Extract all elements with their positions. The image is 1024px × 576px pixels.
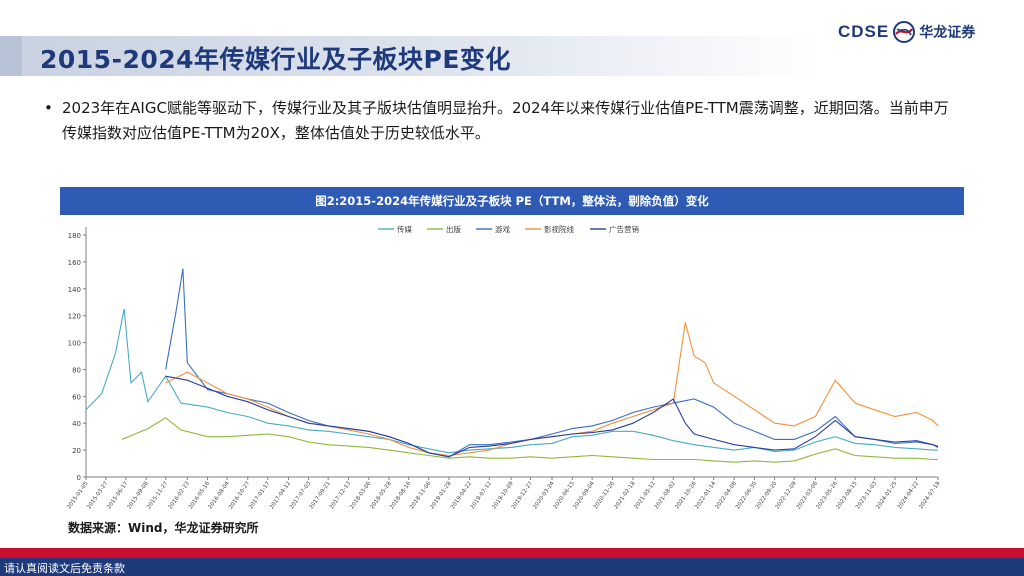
x-tick-label: 2022-01-14 (694, 480, 718, 510)
y-tick-label: 80 (72, 366, 81, 374)
pe-line-chart: 0204060801001201401601802015-01-052015-0… (66, 224, 942, 511)
y-tick-label: 180 (68, 232, 81, 240)
company-logo: CDSE 华龙证券 (838, 18, 975, 46)
y-tick-label: 20 (72, 447, 81, 455)
y-tick-label: 120 (68, 313, 81, 321)
x-tick-label: 2017-09-21 (309, 481, 332, 511)
x-tick-label: 2015-11-27 (146, 480, 170, 510)
y-tick-label: 40 (72, 420, 81, 428)
legend-label: 广告营销 (609, 224, 639, 234)
legend-label: 出版 (446, 224, 461, 234)
title-band (0, 36, 1024, 76)
legend-label: 影视院线 (544, 224, 574, 234)
footer-bar: 请认真阅读文后免责条款 (0, 558, 1024, 576)
data-source: 数据来源：Wind，华龙证券研究所 (68, 521, 259, 535)
footer-disclaimer: 请认真阅读文后免责条款 (4, 562, 125, 575)
x-tick-label: 2019-12-27 (511, 480, 535, 510)
y-tick-label: 140 (68, 286, 81, 294)
footer-red-bar (0, 548, 1024, 558)
bullet-marker: • (44, 99, 53, 117)
x-tick-label: 2024-04-22 (897, 481, 920, 511)
series-line-广告营销 (165, 375, 939, 458)
chart-title: 图2:2015-2024年传媒行业及子板块 PE（TTM，整体法，剔除负值）变化 (60, 187, 964, 215)
chart-container: 0 20 40 60 80 100 120 140 160 180 2015-01-05 2015-0… (60, 215, 964, 515)
legend-label: 游戏 (495, 224, 510, 234)
x-tick-label: 2017-01-17 (248, 480, 272, 510)
x-tick-label: 2019-07-12 (470, 481, 493, 511)
logo-en-text: CDSE (838, 22, 890, 41)
x-tick-label: 2016-08-04 (208, 480, 232, 510)
x-tick-label: 2020-11-26 (593, 480, 617, 510)
series-line-出版 (121, 417, 938, 463)
y-tick-label: 160 (68, 259, 81, 267)
x-tick-label: 2024-07-19 (918, 480, 942, 510)
x-tick-label: 2024-01-25 (875, 480, 899, 510)
x-tick-label: 2021-08-02 (654, 481, 677, 511)
globe-swirl-icon (893, 21, 916, 43)
y-tick-label: 100 (68, 340, 81, 348)
legend-label: 传媒 (397, 224, 412, 234)
page-title: 2015-2024年传媒行业及子板块PE变化 (40, 45, 511, 74)
series-line-传媒 (85, 308, 938, 454)
bullet-text: 2023年在AIGC赋能等驱动下，传媒行业及其子版块估值明显抬升。2024年以来… (62, 99, 949, 142)
logo-cn-text: 华龙证券 (919, 25, 976, 41)
title-accent (0, 36, 22, 76)
x-tick-label: 2022-12-09 (775, 480, 799, 510)
series-line-游戏 (165, 268, 939, 458)
y-tick-label: 60 (72, 393, 81, 401)
x-tick-label: 2019-01-28 (429, 480, 453, 510)
y-tick-label: 0 (77, 474, 81, 482)
